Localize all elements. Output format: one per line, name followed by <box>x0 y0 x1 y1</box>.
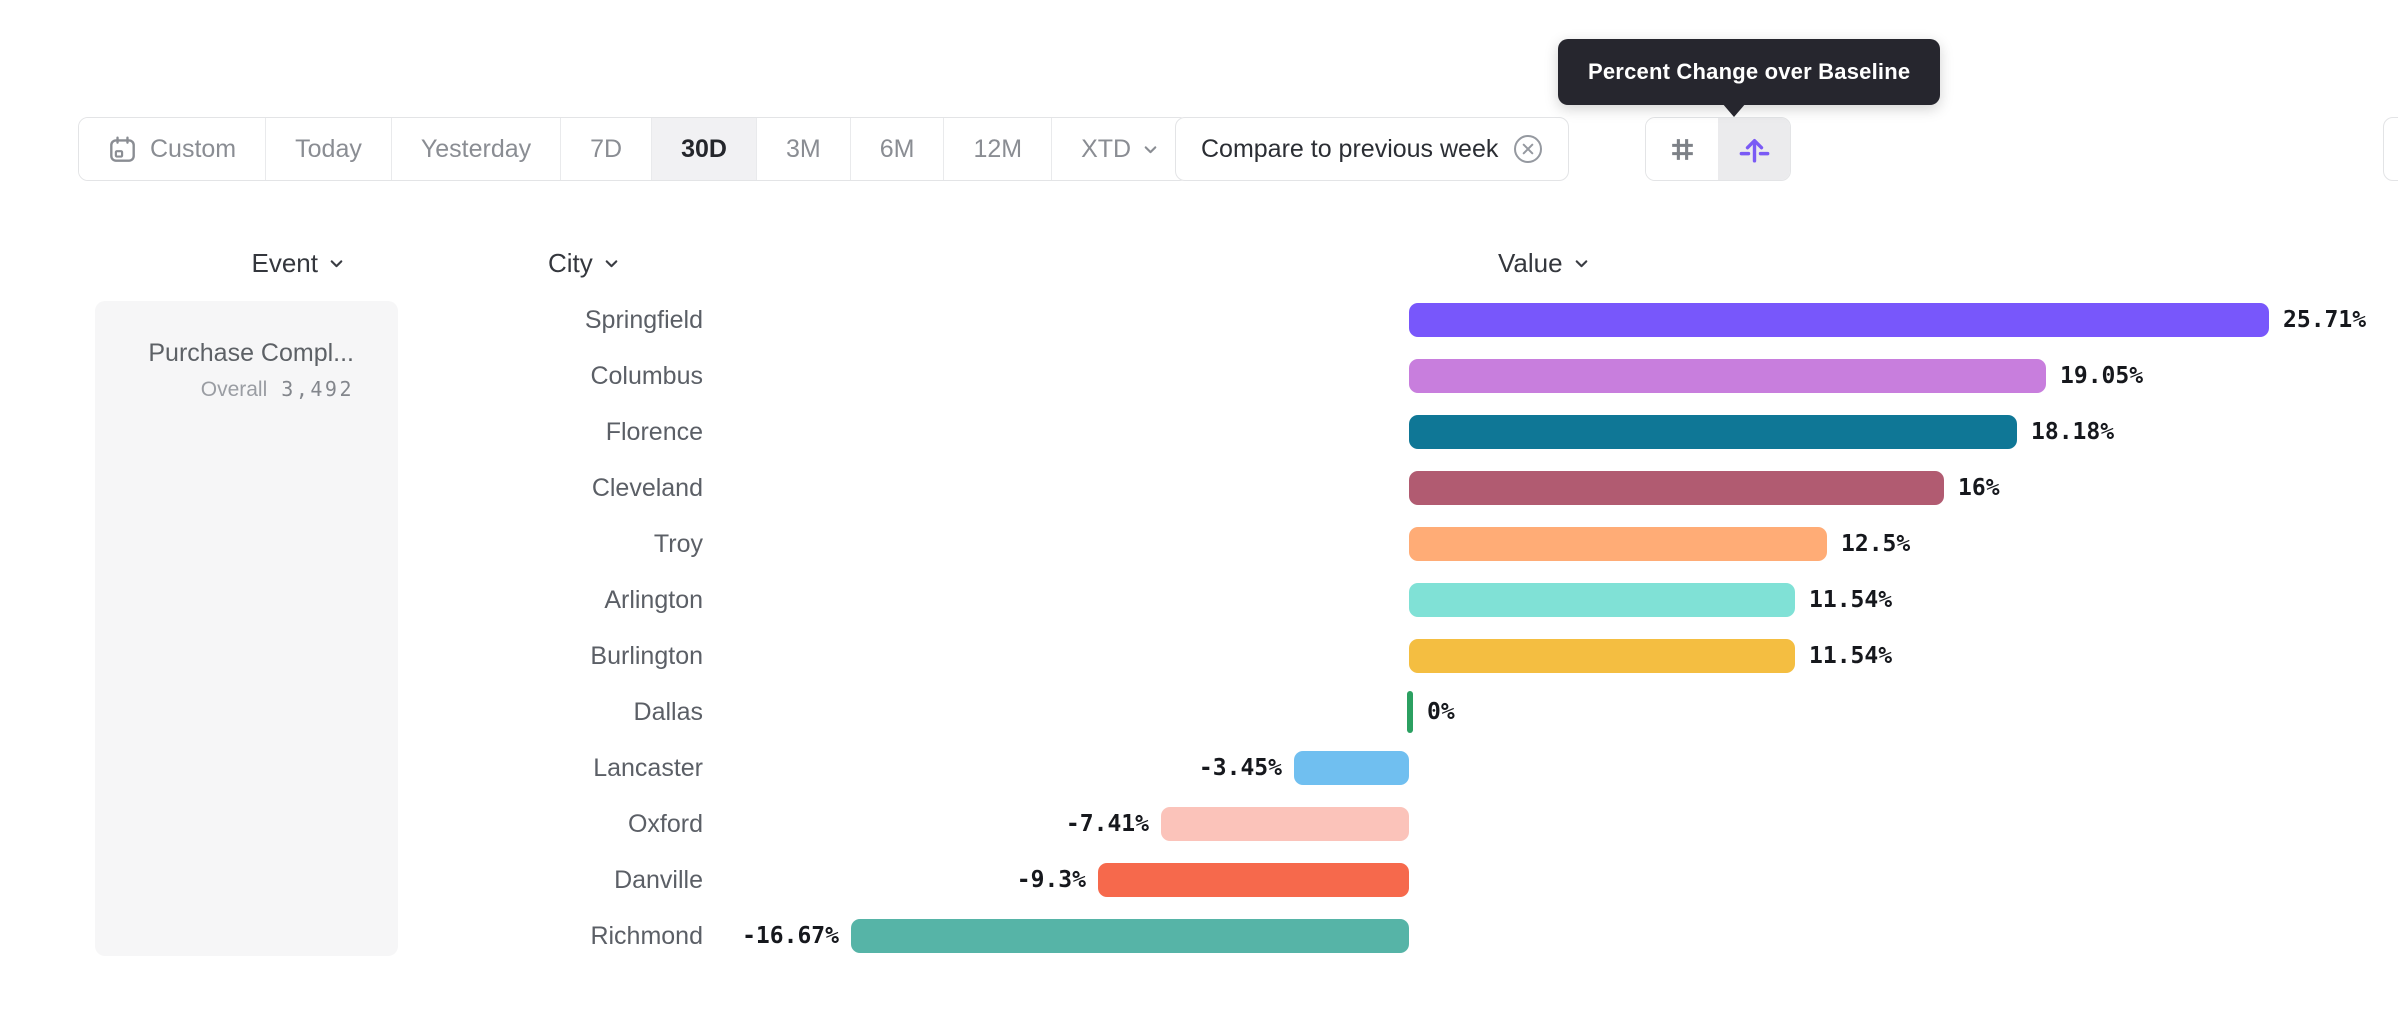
date-range-label: 12M <box>973 134 1023 163</box>
grid-hash-toggle-button[interactable] <box>1646 118 1718 180</box>
chart-row: Columbus 19.05% <box>0 348 2398 404</box>
percent-change-tooltip: Percent Change over Baseline <box>1558 39 1941 105</box>
date-range-label: Yesterday <box>420 134 532 163</box>
city-label: Burlington <box>590 642 703 670</box>
city-label: Lancaster <box>593 754 703 782</box>
compare-chip-label: Compare to previous week <box>1201 134 1499 163</box>
baseline-arrow-toggle-button[interactable] <box>1718 118 1790 180</box>
date-range-6m[interactable]: 6M <box>850 118 945 180</box>
chart-row: Springfield 25.71% <box>0 292 2398 348</box>
city-label: Danville <box>614 866 703 894</box>
date-range-3m[interactable]: 3M <box>756 118 851 180</box>
chart-row: Lancaster -3.45% <box>0 740 2398 796</box>
date-range-label: 3M <box>785 134 821 163</box>
column-header-value-label: Value <box>1498 247 1563 278</box>
event-name: Purchase Compl... <box>148 339 354 367</box>
date-range-control: Custom Today Yesterday 7D 30D 3M 6M 12M XTD <box>78 117 1190 181</box>
overall-label: Overall <box>200 378 268 401</box>
event-panel-purchase-completed[interactable]: Purchase Compl... Overall 3,492 <box>95 301 398 956</box>
date-range-12m[interactable]: 12M <box>944 118 1053 180</box>
chart-row: Dallas 0% <box>0 684 2398 740</box>
bar-florence[interactable] <box>1409 415 2017 449</box>
column-header-city[interactable]: City <box>548 246 658 280</box>
bar-cleveland[interactable] <box>1409 471 1944 505</box>
city-label: Florence <box>605 418 703 446</box>
bar-value-label: 18.18% <box>2031 419 2115 445</box>
bar-oxford[interactable] <box>1161 807 1409 841</box>
bar-richmond[interactable] <box>851 919 1409 953</box>
date-range-label: Today <box>295 134 362 163</box>
date-range-label: XTD <box>1081 134 1132 163</box>
column-header-value[interactable]: Value <box>1498 246 1618 280</box>
date-range-label: 6M <box>879 134 915 163</box>
chart-row: Oxford -7.41% <box>0 796 2398 852</box>
bar-troy[interactable] <box>1409 527 1827 561</box>
bar-value-label: -9.3% <box>1016 867 1086 893</box>
date-range-xtd[interactable]: XTD <box>1052 118 1189 180</box>
cutoff-right-button[interactable] <box>2383 117 2398 181</box>
chart-row: Arlington 11.54% <box>0 572 2398 628</box>
date-range-30d[interactable]: 30D <box>652 118 757 180</box>
bar-lancaster[interactable] <box>1294 751 1409 785</box>
chart-row: Florence 18.18% <box>0 404 2398 460</box>
city-label: Richmond <box>590 922 703 950</box>
chart-row: Richmond -16.67% <box>0 908 2398 964</box>
date-range-label: 7D <box>590 134 623 163</box>
bar-columbus[interactable] <box>1409 359 2046 393</box>
city-label: Troy <box>653 530 703 558</box>
x-circle-icon[interactable] <box>1513 134 1543 164</box>
bar-value-label: -16.67% <box>742 923 839 949</box>
bar-value-label: -7.41% <box>1065 811 1149 837</box>
bar-value-label: -3.45% <box>1198 755 1282 781</box>
bar-value-label: 11.54% <box>1809 643 1893 669</box>
bar-value-label: 25.71% <box>2283 307 2367 333</box>
chevron-down-icon <box>603 255 620 272</box>
column-header-event-label: Event <box>251 247 319 278</box>
column-header-city-label: City <box>548 247 593 278</box>
chevron-down-icon <box>1142 141 1159 158</box>
date-range-7d[interactable]: 7D <box>561 118 653 180</box>
chart-row: Cleveland 16% <box>0 460 2398 516</box>
bar-value-label: 12.5% <box>1841 531 1911 557</box>
city-label: Dallas <box>633 698 703 726</box>
event-overall-row: Overall 3,492 <box>95 377 398 402</box>
city-label: Springfield <box>584 306 703 334</box>
compare-chip[interactable]: Compare to previous week <box>1175 117 1570 181</box>
chevron-down-icon <box>1573 255 1590 272</box>
bar-value-label: 0% <box>1427 699 1455 725</box>
bar-burlington[interactable] <box>1409 639 1795 673</box>
tooltip-text: Percent Change over Baseline <box>1588 59 1911 84</box>
chart-row: Danville -9.3% <box>0 852 2398 908</box>
city-label: Oxford <box>627 810 703 838</box>
bar-value-label: 11.54% <box>1809 587 1893 613</box>
view-toggle-group <box>1645 117 1791 181</box>
tooltip-arrow <box>1722 103 1746 117</box>
bar-value-label: 16% <box>1958 475 2000 501</box>
zero-baseline-tick[interactable] <box>1407 691 1413 733</box>
date-range-label: Custom <box>150 134 237 163</box>
date-range-yesterday[interactable]: Yesterday <box>391 118 562 180</box>
bar-value-label: 19.05% <box>2060 363 2144 389</box>
overall-value: 3,492 <box>281 377 354 401</box>
bar-chart: Springfield 25.71% Columbus 19.05% Florence 1… <box>0 292 2398 964</box>
bar-danville[interactable] <box>1098 863 1409 897</box>
date-range-custom[interactable]: Custom <box>79 118 267 180</box>
chart-row: Burlington 11.54% <box>0 628 2398 684</box>
baseline-arrow-icon <box>1737 132 1772 167</box>
date-range-label: 30D <box>681 134 727 163</box>
grid-hash-icon <box>1667 134 1698 165</box>
bar-arlington[interactable] <box>1409 583 1795 617</box>
city-label: Cleveland <box>591 474 703 502</box>
date-range-today[interactable]: Today <box>266 118 392 180</box>
chevron-down-icon <box>328 255 345 272</box>
chart-row: Troy 12.5% <box>0 516 2398 572</box>
column-header-event[interactable]: Event <box>95 246 345 280</box>
city-label: Columbus <box>590 362 703 390</box>
city-label: Arlington <box>604 586 703 614</box>
bar-springfield[interactable] <box>1409 303 2269 337</box>
calendar-icon <box>108 135 137 164</box>
